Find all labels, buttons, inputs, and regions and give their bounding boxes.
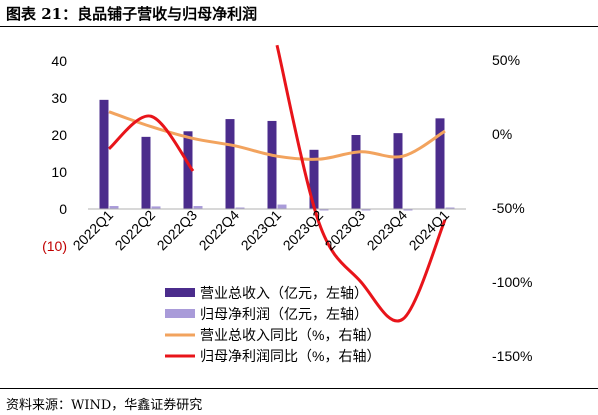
right-tick-label: -50% [492,200,525,216]
left-axis-ticks: 40 30 20 10 0 (10) [42,53,67,254]
net-profit-bar [445,207,455,209]
category-label: 2022Q2 [112,207,159,254]
source-rule [0,388,598,389]
lines-layer [107,44,447,323]
bars-layer [99,99,455,211]
left-tick-label: 0 [59,201,67,217]
revenue-bar [225,119,235,209]
category-label: 2023Q2 [280,207,327,254]
legend: 营业总收入（亿元，左轴） 归母净利润（亿元，左轴） 营业总收入同比（%，右轴） 归母净… [165,285,380,364]
left-tick-label: 30 [51,90,67,106]
net-profit-bar [319,209,329,211]
right-axis-ticks: 100%50%0%-50%-100%-150% [492,52,532,364]
category-label: 2023Q3 [322,207,369,254]
net-profit-yoy-line [107,114,195,172]
revenue-bar [267,120,277,209]
net-profit-bar [361,209,371,211]
revenue-bar [141,136,151,209]
net-profit-yoy-line [275,44,447,323]
left-tick-label: 10 [51,164,67,180]
revenue-bar [309,149,319,209]
left-tick-label: 20 [51,127,67,143]
revenue-bar [351,135,361,209]
source-note: 资料来源：WIND，华鑫证券研究 [6,398,203,413]
category-label: 2022Q1 [70,207,117,254]
category-label: 2024Q1 [406,207,453,254]
legend-label: 归母净利润同比（%，右轴） [200,348,380,364]
net-profit-bar [235,207,245,209]
net-profit-bar [109,206,119,209]
net-profit-bar [193,206,203,209]
revenue-bar [393,133,403,209]
category-label: 2023Q4 [364,207,411,254]
revenue-yoy-line [108,110,446,161]
legend-swatch [165,288,195,297]
revenue-bar [99,99,109,209]
net-profit-bar [277,204,287,209]
right-tick-label: -100% [492,274,532,290]
left-tick-label: 40 [51,53,67,69]
net-profit-bar [151,206,161,209]
legend-label: 营业总收入（亿元，左轴） [200,285,368,301]
legend-label: 营业总收入同比（%，右轴） [200,327,380,343]
left-tick-label: (10) [42,238,67,254]
category-label: 2022Q4 [196,207,243,254]
category-label: 2022Q3 [154,207,201,254]
legend-swatch [165,309,195,318]
right-tick-label: 50% [492,52,520,68]
category-labels: 2022Q12022Q22022Q32022Q42023Q12023Q22023… [70,207,453,254]
figure-title: 图表 21：良品铺子营收与归母净利润 [6,5,258,23]
title-rule [0,26,598,27]
right-tick-label: 0% [492,126,512,142]
legend-label: 归母净利润（亿元，左轴） [200,306,368,322]
revenue-bar [183,131,193,209]
net-profit-bar [403,209,413,211]
right-tick-label: -150% [492,348,532,364]
revenue-bar [435,118,445,209]
category-label: 2023Q1 [238,207,285,254]
